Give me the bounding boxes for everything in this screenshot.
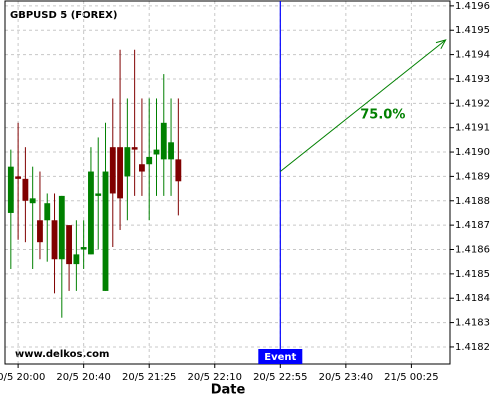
- candle-body: [44, 203, 51, 221]
- candle-body: [88, 171, 94, 255]
- x-tick-label: 21/5 00:25: [384, 372, 438, 383]
- candle-body: [66, 225, 73, 265]
- candle-body: [117, 147, 123, 199]
- event-label: Event: [264, 352, 296, 363]
- candle-body: [73, 254, 80, 265]
- candle-body: [124, 147, 131, 177]
- candle-body: [131, 147, 138, 150]
- event-label-box: [258, 349, 303, 364]
- plot-frame: [4, 0, 451, 365]
- y-tick-label: 1.4184: [455, 293, 490, 304]
- y-tick-label: 1.4187: [455, 220, 490, 231]
- x-tick-label: 20/5 22:10: [188, 372, 242, 383]
- candle-body: [153, 149, 160, 155]
- y-tick-label: 1.4188: [455, 196, 490, 207]
- y-tick-label: 1.4189: [455, 171, 490, 182]
- candle-body: [15, 176, 22, 179]
- candle-body: [139, 164, 145, 172]
- forecast-arrow: [279, 39, 446, 172]
- x-tick-label: 20/5 22:55: [253, 372, 307, 383]
- chart-title: GBPUSD 5 (FOREX): [10, 10, 117, 21]
- y-tick-label: 1.4196: [455, 1, 490, 12]
- x-axis-label: Date: [211, 383, 246, 398]
- candle-body: [29, 198, 36, 204]
- candle-body: [58, 195, 65, 260]
- y-tick-label: 1.4185: [455, 269, 490, 280]
- candle-body: [95, 193, 102, 196]
- x-tick-label: 20/5 21:25: [122, 372, 176, 383]
- candle-body: [109, 147, 116, 194]
- y-tick-label: 1.4191: [455, 123, 490, 134]
- y-tick-label: 1.4182: [455, 342, 490, 353]
- candle-body: [37, 220, 43, 243]
- candle-body: [22, 178, 29, 201]
- y-tick-label: 1.4190: [455, 147, 490, 158]
- y-tick-label: 1.4183: [455, 318, 490, 329]
- y-tick-label: 1.4186: [455, 244, 490, 255]
- candle-body: [102, 171, 109, 291]
- y-tick-label: 1.4195: [455, 25, 490, 36]
- y-tick-label: 1.4193: [455, 74, 490, 85]
- candle-body: [146, 156, 153, 165]
- candle-body: [7, 166, 14, 213]
- x-tick-label: 20/5 20:40: [56, 372, 110, 383]
- candle-body: [160, 122, 167, 160]
- candle-body: [175, 159, 182, 182]
- candle-body: [80, 247, 87, 250]
- x-tick-label: 20/5 23:40: [319, 372, 373, 383]
- watermark: www.delkos.com: [15, 349, 109, 360]
- arrow-head: [435, 39, 447, 50]
- candle-body: [51, 220, 58, 260]
- y-tick-label: 1.4192: [455, 98, 490, 109]
- x-tick-label: 20/5 20:00: [0, 372, 45, 383]
- y-tick-label: 1.4194: [455, 50, 490, 61]
- candle-body: [168, 142, 174, 160]
- forecast-label: 75.0%: [360, 107, 405, 122]
